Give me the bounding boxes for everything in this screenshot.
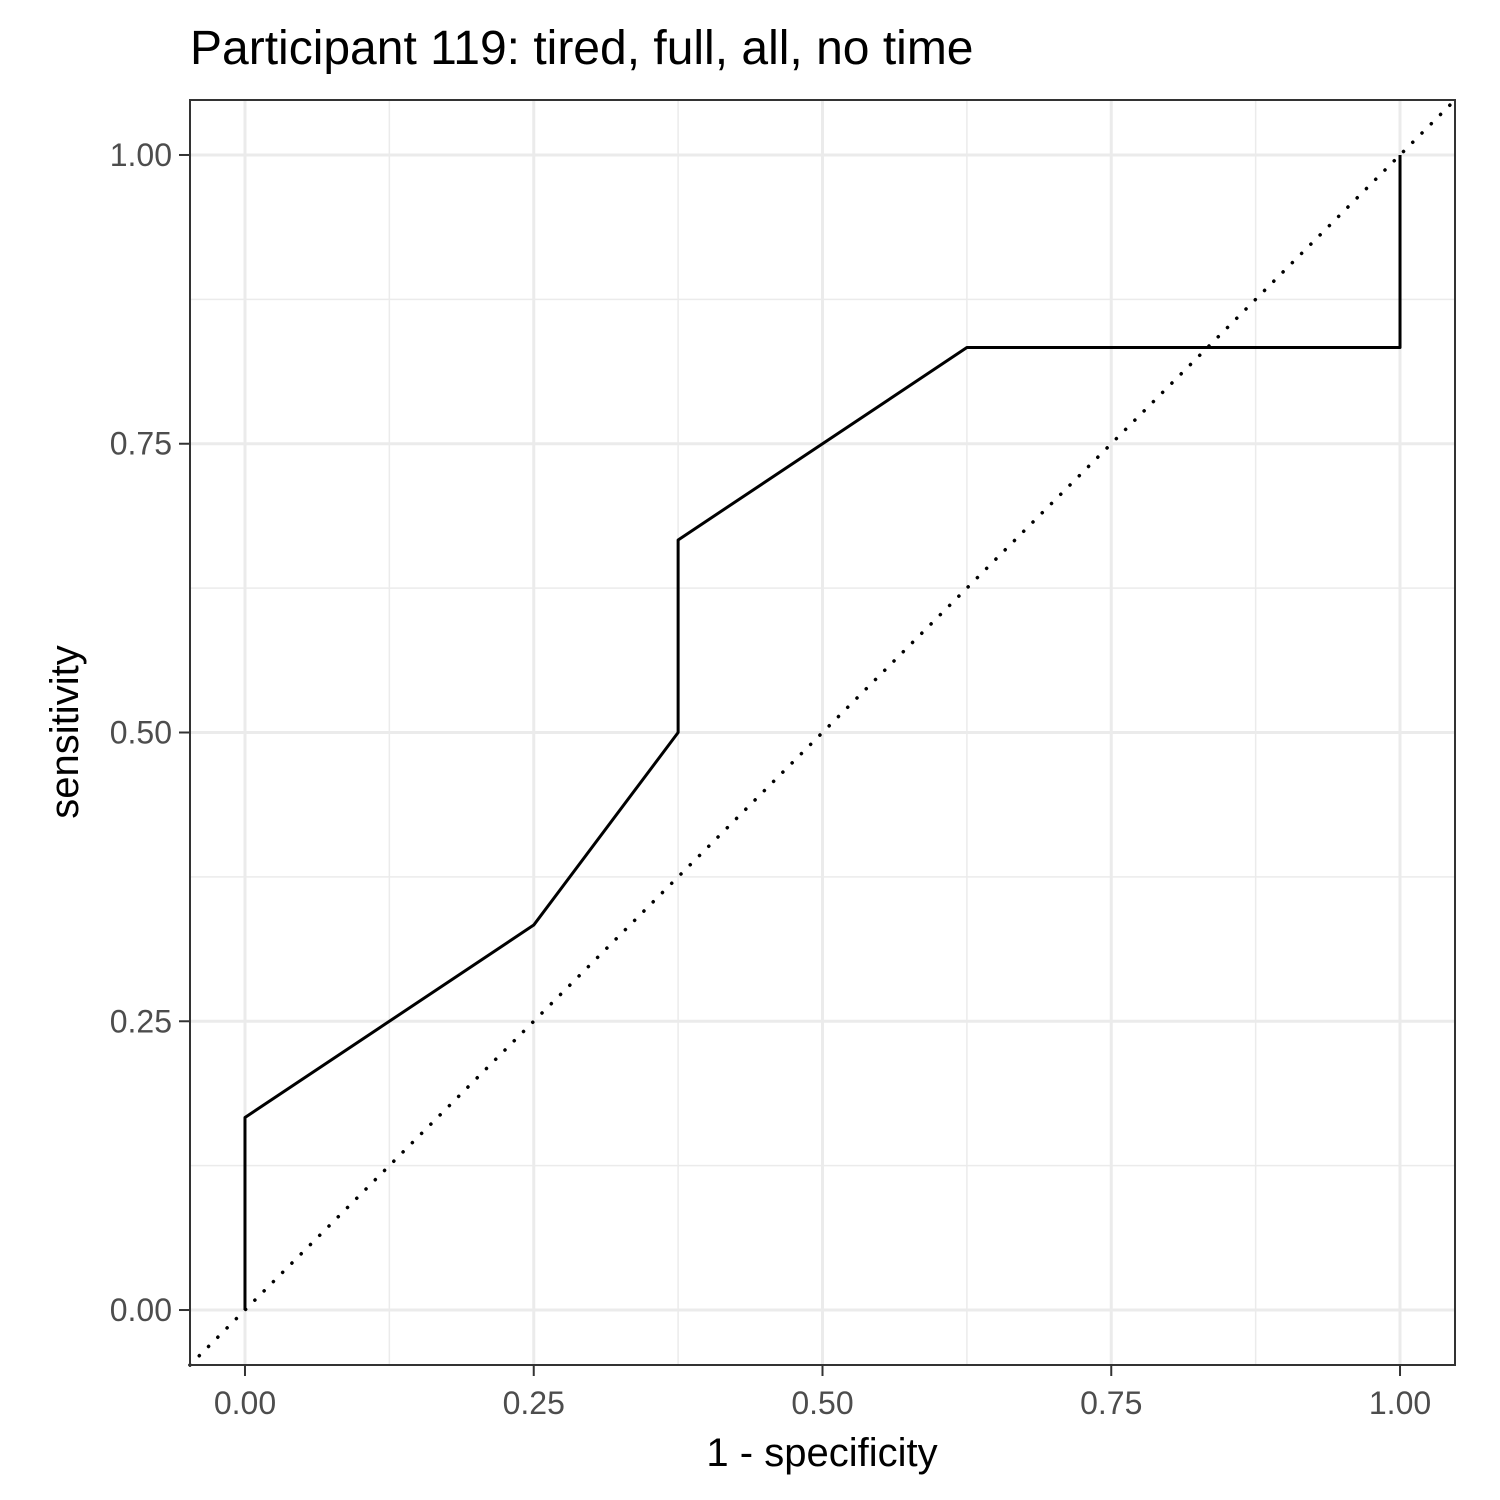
y-tick-label-0: 0.00 bbox=[110, 1292, 172, 1328]
chart-title: Participant 119: tired, full, all, no ti… bbox=[190, 22, 974, 75]
y-axis: 0.00 0.25 0.50 0.75 1.00 bbox=[110, 137, 190, 1328]
x-tick-label-4: 1.00 bbox=[1369, 1385, 1431, 1421]
x-tick-label-3: 0.75 bbox=[1080, 1385, 1142, 1421]
y-tick-label-1: 0.25 bbox=[110, 1003, 172, 1039]
x-axis: 0.00 0.25 0.50 0.75 1.00 bbox=[214, 1365, 1431, 1421]
y-tick-label-3: 0.75 bbox=[110, 426, 172, 462]
series-layer bbox=[188, 98, 1457, 1367]
x-tick-label-2: 0.50 bbox=[791, 1385, 853, 1421]
y-tick-label-4: 1.00 bbox=[110, 137, 172, 173]
y-tick-label-2: 0.50 bbox=[110, 715, 172, 751]
roc-curve bbox=[243, 154, 1402, 1311]
y-axis-title: sensitivity bbox=[43, 645, 87, 818]
x-tick-label-1: 0.25 bbox=[503, 1385, 565, 1421]
x-tick-label-0: 0.00 bbox=[214, 1385, 276, 1421]
x-axis-title: 1 - specificity bbox=[706, 1431, 937, 1475]
